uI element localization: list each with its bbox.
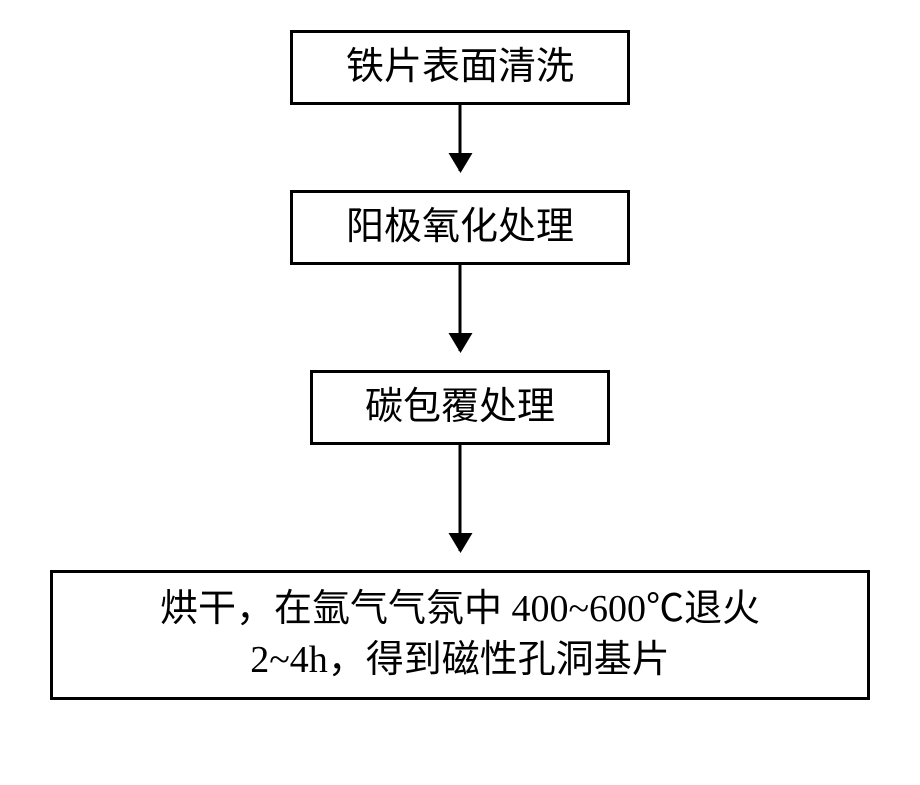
flow-step-3: 碳包覆处理: [310, 370, 610, 445]
flow-step-1-label: 铁片表面清洗: [346, 42, 574, 93]
flow-arrow-2: [459, 265, 462, 351]
process-flowchart: 铁片表面清洗 阳极氧化处理 碳包覆处理 烘干，在氩气气氛中 400~600℃退火…: [0, 0, 920, 785]
flow-arrow-1: [459, 105, 462, 171]
flow-step-2: 阳极氧化处理: [290, 190, 630, 265]
flow-step-3-label: 碳包覆处理: [365, 382, 555, 433]
flow-arrow-3: [459, 445, 462, 551]
flow-step-1: 铁片表面清洗: [290, 30, 630, 105]
flow-step-4-label: 烘干，在氩气气氛中 400~600℃退火 2~4h，得到磁性孔洞基片: [160, 584, 760, 687]
flow-step-2-label: 阳极氧化处理: [346, 202, 574, 253]
flow-step-4: 烘干，在氩气气氛中 400~600℃退火 2~4h，得到磁性孔洞基片: [50, 570, 870, 700]
